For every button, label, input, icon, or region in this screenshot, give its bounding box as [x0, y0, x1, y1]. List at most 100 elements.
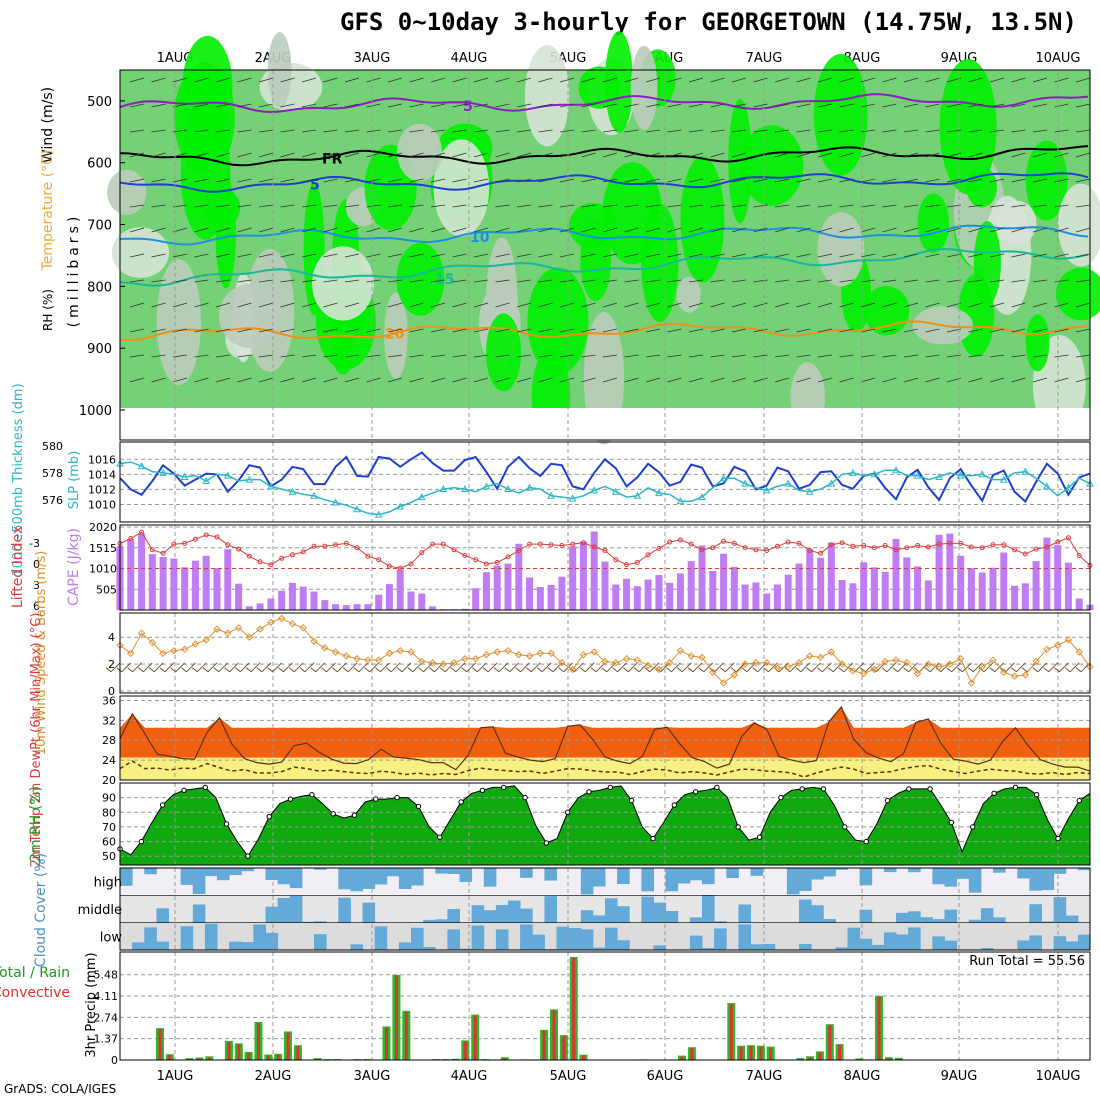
wind-barb — [774, 152, 790, 158]
wind-barb — [1054, 103, 1069, 108]
wind-barb — [495, 354, 510, 358]
cloud-cell — [289, 896, 303, 923]
wind-barb — [280, 302, 295, 308]
wind-barb — [1054, 253, 1069, 258]
wind-barb — [430, 152, 446, 158]
wind-barb — [581, 302, 596, 308]
wind-barb — [1032, 178, 1048, 183]
wind-point — [665, 659, 674, 667]
wind-barb — [280, 227, 295, 233]
wind-barb — [624, 279, 639, 283]
li-point — [516, 548, 522, 553]
wind-barb — [882, 354, 897, 358]
rh2m-point — [842, 824, 848, 830]
precip-conv-bar — [769, 1047, 773, 1060]
wind-barb — [753, 354, 768, 358]
precip-conv-bar — [739, 1046, 743, 1060]
precip-bar — [855, 1058, 864, 1060]
wind-barb — [151, 377, 166, 383]
wind-barb — [972, 662, 983, 673]
cloud-cell — [277, 898, 291, 923]
wind-barb — [595, 662, 606, 673]
wind-barb — [1032, 328, 1048, 333]
precip-conv-bar — [394, 976, 398, 1060]
cloud-cell — [495, 929, 509, 950]
wind-barb — [951, 662, 961, 673]
wind-barb — [516, 129, 532, 133]
li-point — [861, 543, 867, 548]
wind-barb — [151, 103, 166, 108]
wind-barb — [215, 152, 231, 158]
wind-barb — [925, 328, 940, 333]
wind-barb — [968, 377, 983, 383]
wind-barb — [860, 354, 876, 358]
wind-barb — [172, 178, 188, 183]
wind-barb — [903, 302, 919, 308]
cloud-cell — [835, 868, 848, 870]
precip-conv-bar — [463, 1041, 467, 1060]
rh2m-point — [501, 784, 507, 791]
rh-shade-blob — [527, 267, 589, 376]
wind-point — [407, 648, 415, 656]
cape-bar — [817, 557, 825, 610]
rh2m-point — [820, 786, 827, 792]
wind-barb — [258, 377, 274, 383]
wind-barb — [839, 152, 854, 158]
wind-barb — [731, 377, 747, 383]
thickness-point — [827, 479, 836, 487]
cape-bar — [849, 583, 857, 610]
wind-barb — [687, 667, 694, 673]
precip-conv-bar — [897, 1058, 901, 1060]
rh-shade-blob — [397, 123, 443, 182]
wind-barb — [645, 178, 661, 183]
wind-point — [956, 655, 965, 663]
rh2m-point — [607, 784, 613, 791]
cape-bar — [838, 580, 846, 610]
wind-barb — [258, 204, 274, 208]
cloud-cell — [677, 868, 691, 884]
wind-barb — [323, 328, 338, 333]
thickness-point — [892, 466, 900, 474]
li-point — [527, 541, 533, 547]
cloud-cell — [374, 926, 388, 950]
wind-barb — [516, 253, 532, 258]
thickness-point — [180, 472, 189, 480]
slp-line — [119, 451, 1091, 504]
wind-barb — [903, 204, 919, 208]
cloud-cell — [908, 911, 921, 923]
wind-barb — [688, 178, 704, 183]
cape-tick: 1010 — [89, 563, 117, 576]
wind-barb — [235, 667, 241, 673]
precip-conv-bar — [838, 1045, 842, 1060]
thickness-point — [547, 491, 555, 499]
precip-conv-bar — [690, 1048, 694, 1060]
thickness-point — [482, 482, 491, 490]
wind-point — [709, 668, 717, 676]
wind-barb — [430, 302, 446, 308]
wind-barb — [215, 377, 231, 383]
slp-frame — [119, 441, 1091, 523]
wind-point — [321, 644, 329, 652]
wind-barb — [559, 204, 575, 208]
wind-barb — [796, 227, 811, 233]
wind-barb — [602, 103, 618, 108]
wind-barb — [645, 279, 661, 283]
wind-barb — [280, 354, 295, 358]
wind-barb — [541, 662, 552, 673]
wind-barb — [332, 667, 338, 673]
cape-bar — [590, 531, 598, 610]
cloud-cell — [1029, 935, 1042, 950]
precip-conv-bar — [887, 1058, 891, 1060]
date-label-bottom: 7AUG — [746, 1069, 783, 1084]
wind-barb — [774, 253, 790, 258]
wind-barb — [882, 152, 897, 158]
wind-barb — [731, 103, 747, 108]
wind-barb — [753, 129, 768, 133]
wind-barb — [473, 227, 489, 233]
wind-barb — [559, 77, 575, 83]
wind-barb — [602, 178, 618, 183]
wind-barb — [710, 279, 725, 283]
wind-barb — [581, 253, 596, 258]
wind-barb — [925, 377, 940, 383]
cloud-cell — [144, 868, 157, 875]
